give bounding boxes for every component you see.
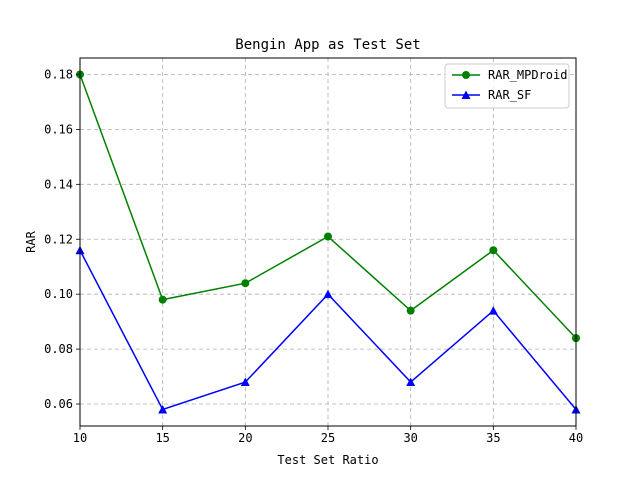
x-tick-label: 35 (486, 431, 500, 445)
x-tick-label: 40 (569, 431, 583, 445)
data-point (406, 377, 416, 387)
data-point (406, 306, 415, 315)
y-tick-label: 0.10 (44, 287, 73, 301)
data-point (240, 377, 250, 387)
data-point (241, 279, 250, 288)
y-tick-label: 0.12 (44, 232, 73, 246)
series-group (75, 70, 581, 414)
chart-title: Bengin App as Test Set (235, 37, 420, 53)
x-axis-label: Test Set Ratio (277, 453, 378, 467)
data-point (323, 289, 333, 299)
legend-marker-rar-sf (461, 90, 471, 99)
data-point (158, 405, 168, 414)
x-tick-label: 20 (238, 431, 252, 445)
x-tick-label: 10 (73, 431, 87, 445)
x-tick-label: 25 (321, 431, 335, 445)
y-tick-label: 0.18 (44, 67, 73, 81)
series-rar-mpdroid (76, 70, 580, 343)
data-point (489, 246, 498, 255)
data-point (488, 306, 498, 315)
x-axis-ticks: 10 15 20 25 30 35 40 (73, 426, 583, 445)
y-axis-ticks: 0.06 0.08 0.10 0.12 0.14 0.16 0.18 (44, 67, 80, 411)
y-tick-label: 0.16 (44, 122, 73, 136)
legend-label-rar-sf: RAR_SF (488, 88, 531, 102)
series-rar-sf (75, 245, 581, 414)
x-tick-label: 15 (155, 431, 169, 445)
legend: RAR_MPDroid RAR_SF (444, 63, 570, 109)
data-point (324, 232, 332, 241)
legend-marker-rar-mpdroid (462, 71, 470, 79)
y-tick-label: 0.06 (44, 397, 73, 411)
y-tick-label: 0.08 (44, 342, 73, 356)
x-tick-label: 30 (403, 431, 417, 445)
data-point (158, 295, 167, 304)
series-line-rar-sf (79, 249, 577, 411)
legend-label-rar-mpdroid: RAR_MPDroid (488, 68, 567, 82)
y-axis-label: RAR (24, 230, 38, 252)
y-tick-label: 0.14 (44, 177, 73, 191)
grid (79, 58, 577, 426)
